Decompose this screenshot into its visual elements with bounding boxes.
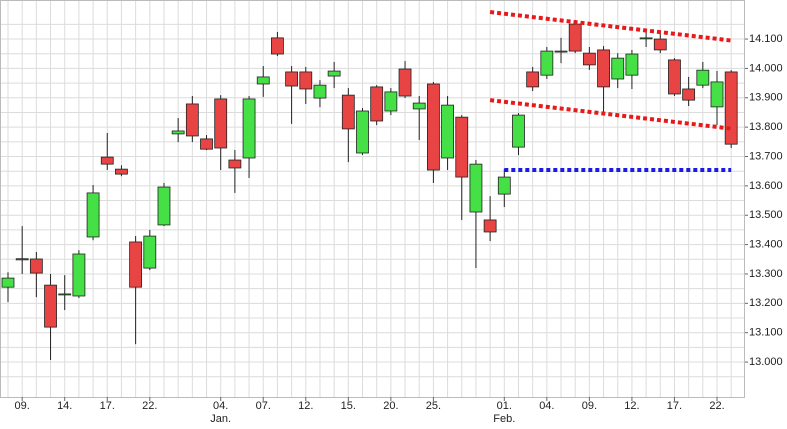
candle-body — [384, 91, 398, 112]
x-tick-label: 07. — [256, 400, 271, 412]
candle-body — [483, 219, 497, 233]
x-tick-label: 22. — [142, 400, 157, 412]
candle-body — [582, 52, 596, 66]
candle-body — [299, 71, 313, 90]
x-tick-label: 20. — [383, 400, 398, 412]
x-tick-label: 12. — [624, 400, 639, 412]
x-tick-label: 25. — [426, 400, 441, 412]
y-tick-label: 13.900 — [749, 92, 783, 104]
candle-body — [611, 57, 625, 80]
candle-body — [455, 116, 469, 178]
candle-body — [115, 168, 128, 175]
candle-body — [214, 98, 228, 149]
candle-body — [157, 186, 171, 226]
candle-body — [327, 70, 341, 77]
candle-body — [29, 258, 43, 274]
y-tick-label: 14.100 — [749, 33, 783, 45]
candle-body — [1, 277, 15, 288]
candle-body — [554, 50, 568, 53]
candle-body — [256, 76, 270, 85]
candle-body — [696, 69, 710, 86]
candle-body — [426, 83, 440, 171]
candle-body — [171, 130, 185, 135]
y-tick-label: 13.500 — [749, 209, 783, 221]
candle-body — [625, 53, 639, 76]
candle-body — [356, 110, 369, 154]
candle-body — [228, 159, 242, 169]
x-tick-label: 17. — [100, 400, 115, 412]
candle-body — [185, 103, 199, 137]
candle-body — [441, 104, 454, 159]
candle-body — [72, 253, 86, 297]
plot-frame — [0, 0, 745, 398]
x-tick-label: 04. — [213, 400, 228, 412]
candle-body — [200, 138, 213, 150]
candle-body — [540, 50, 554, 76]
candle-body — [412, 102, 426, 110]
candle-body — [271, 37, 284, 55]
candle-body — [313, 84, 327, 99]
y-tick-label: 13.400 — [749, 239, 783, 251]
candle-body — [469, 163, 483, 213]
y-tick-label: 13.100 — [749, 327, 783, 339]
x-group-label: Feb. — [493, 413, 515, 425]
candle-body — [639, 37, 653, 40]
x-tick-label: 09. — [582, 400, 597, 412]
x-tick-label: 12. — [298, 400, 313, 412]
candle-body — [44, 284, 57, 328]
y-tick-label: 14.000 — [749, 62, 783, 74]
y-tick-label: 13.300 — [749, 268, 783, 280]
candle-body — [497, 176, 511, 195]
candle-body — [100, 156, 114, 165]
candle-body — [341, 94, 355, 130]
candle-body — [568, 23, 582, 52]
candle-body — [285, 71, 299, 87]
x-tick-label: 15. — [341, 400, 356, 412]
candle-body — [58, 293, 72, 296]
y-tick-label: 13.700 — [749, 150, 783, 162]
y-tick-label: 13.600 — [749, 180, 783, 192]
candle-body — [724, 71, 738, 145]
candle-body — [526, 71, 540, 88]
candle-body — [86, 192, 100, 238]
x-tick-label: 14. — [57, 400, 72, 412]
x-tick-label: 01. — [497, 400, 512, 412]
candle-body — [512, 114, 525, 148]
candle-body — [710, 81, 724, 108]
annotation-line — [489, 98, 732, 131]
x-tick-label: 22. — [709, 400, 724, 412]
candle-body — [398, 68, 412, 97]
candle-body — [653, 38, 667, 51]
y-tick-label: 13.200 — [749, 297, 783, 309]
x-group-label: Jan. — [210, 413, 231, 425]
y-tick-label: 13.800 — [749, 121, 783, 133]
x-tick-label: 17. — [667, 400, 682, 412]
candle-body — [242, 98, 256, 159]
x-tick-label: 04. — [539, 400, 554, 412]
candle-body — [15, 258, 29, 261]
candle-body — [668, 59, 681, 95]
y-tick-label: 13.000 — [749, 356, 783, 368]
annotation-line — [489, 10, 732, 43]
candle-body — [682, 88, 696, 101]
candle-body — [370, 86, 384, 122]
candle-body — [597, 49, 610, 88]
candle-body — [143, 235, 157, 269]
candle-body — [129, 241, 143, 288]
x-tick-label: 09. — [15, 400, 30, 412]
